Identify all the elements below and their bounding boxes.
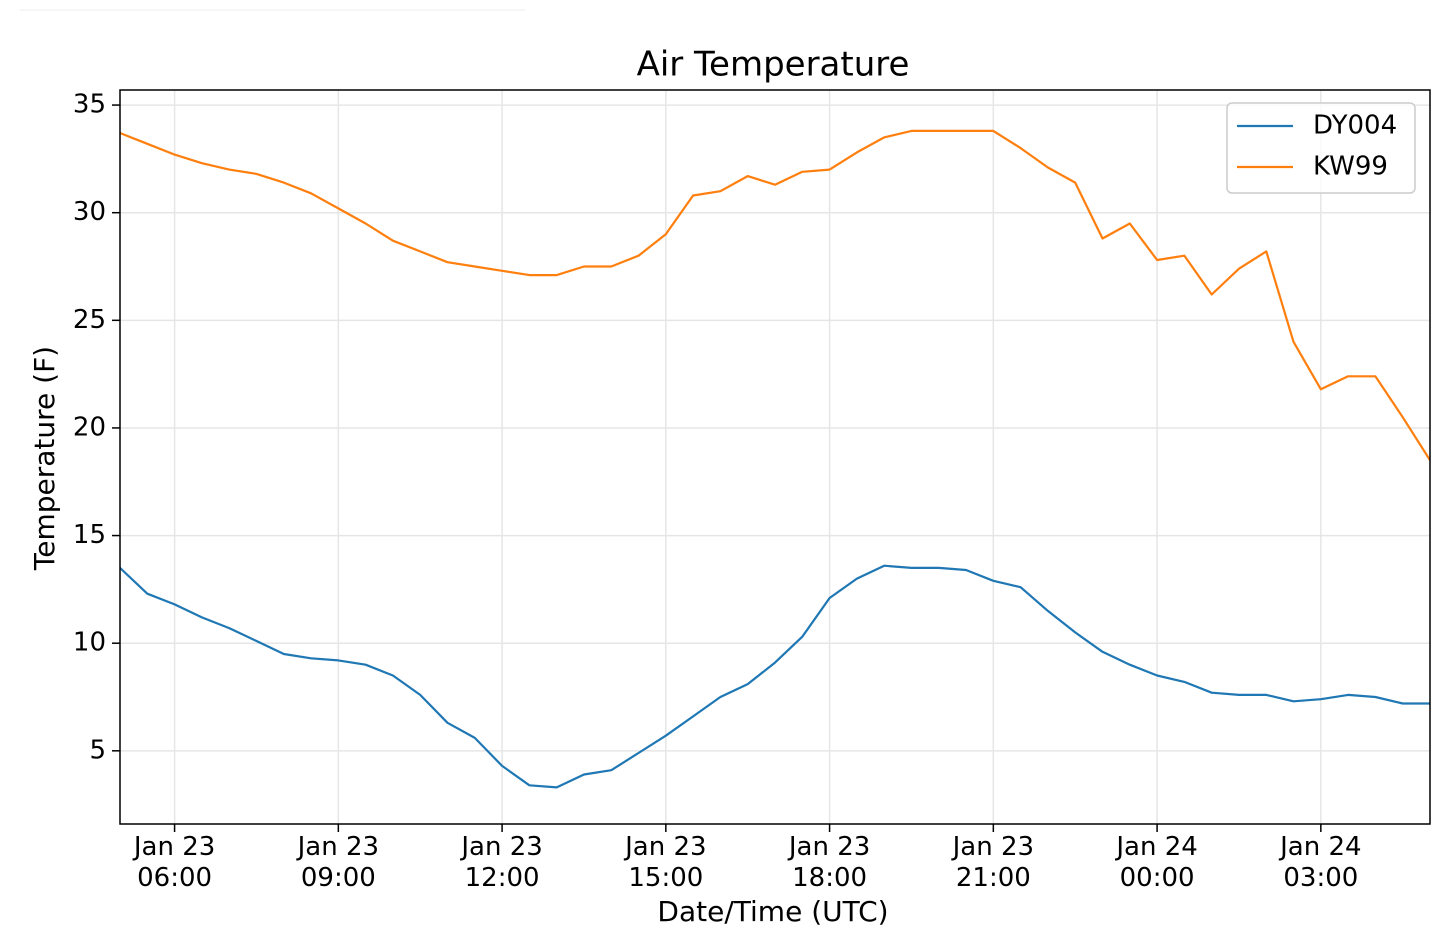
y-tick-label: 35 — [73, 90, 106, 120]
plot-frame — [119, 89, 1431, 825]
x-tick-label: Jan 24 00:00 — [1116, 832, 1198, 893]
x-tick-label: Jan 23 15:00 — [625, 832, 707, 893]
y-tick-label: 30 — [73, 197, 106, 227]
line-series — [120, 129, 1430, 461]
x-tick-label: Jan 23 12:00 — [461, 832, 543, 893]
x-tick-label: Jan 23 09:00 — [297, 832, 380, 893]
x-tick-label: Jan 23 06:00 — [133, 832, 216, 893]
y-tick-label: 15 — [73, 520, 106, 550]
chart-title: Air Temperature — [637, 45, 910, 85]
y-tick-label: 10 — [73, 628, 106, 658]
legend-label: KW99 — [1313, 152, 1388, 182]
y-tick-label: 5 — [89, 735, 106, 765]
y-tick-label: 20 — [73, 412, 106, 442]
legend-label: DY004 — [1313, 111, 1397, 141]
x-tick-label: Jan 24 03:00 — [1280, 832, 1362, 893]
y-tick-label: 25 — [73, 305, 106, 335]
y-axis-label: Temperature (F) — [28, 346, 61, 571]
x-tick-label: Jan 23 18:00 — [788, 832, 871, 893]
x-tick-label: Jan 23 21:00 — [952, 832, 1035, 893]
line-series — [120, 564, 1430, 789]
x-axis-label: Date/Time (UTC) — [657, 895, 888, 928]
